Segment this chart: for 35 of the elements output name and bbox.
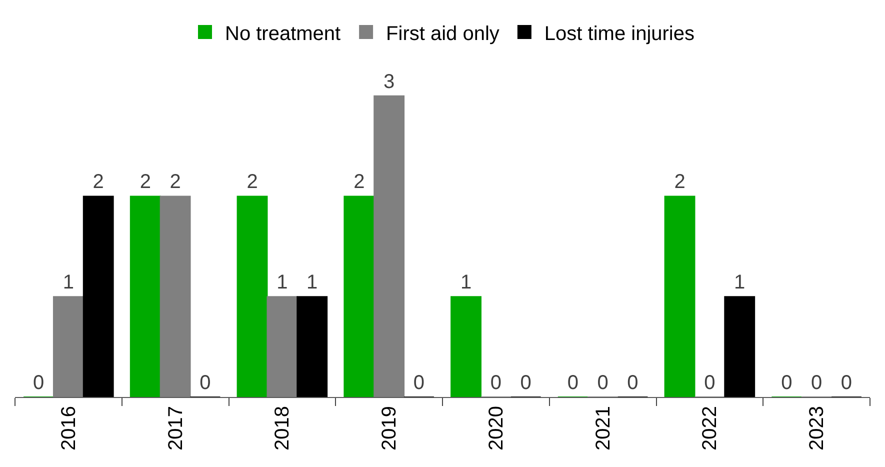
data-label: 0 [627, 372, 638, 394]
x-tick-label: 2018 [272, 406, 294, 450]
data-label: 1 [306, 272, 318, 294]
data-label: 0 [811, 372, 822, 394]
data-label: 0 [490, 372, 502, 394]
data-label: 0 [704, 372, 716, 394]
data-label: 1 [460, 272, 472, 294]
data-label: 0 [597, 372, 608, 394]
legend-label: Lost time injuries [544, 22, 694, 45]
data-label: 0 [413, 372, 425, 394]
x-tick-label: 2017 [164, 406, 187, 450]
legend-label: First aid only [386, 22, 500, 45]
data-label: 2 [92, 171, 104, 194]
x-tick-label: 2023 [806, 406, 828, 450]
data-label: 1 [276, 272, 288, 294]
x-tick-label: 2022 [699, 406, 722, 450]
data-label: 0 [200, 372, 211, 394]
data-label: 0 [840, 372, 852, 394]
data-label: 2 [170, 171, 181, 194]
data-label: 2 [674, 171, 686, 194]
data-label: 0 [781, 372, 792, 394]
data-label: 1 [62, 272, 74, 294]
data-label: 2 [354, 171, 365, 194]
data-label: 2 [140, 171, 151, 194]
x-tick-label: 2020 [485, 406, 508, 450]
data-label: 1 [734, 272, 746, 294]
data-label: 0 [567, 372, 578, 394]
x-tick-label: 2019 [378, 406, 401, 450]
data-label: 3 [384, 70, 395, 93]
data-label: 0 [32, 372, 44, 394]
legend-label: No treatment [225, 22, 342, 45]
x-tick-label: 2021 [592, 406, 614, 450]
data-label: 0 [520, 372, 532, 394]
x-tick-label: 2016 [58, 406, 80, 450]
data-label: 2 [246, 171, 258, 194]
